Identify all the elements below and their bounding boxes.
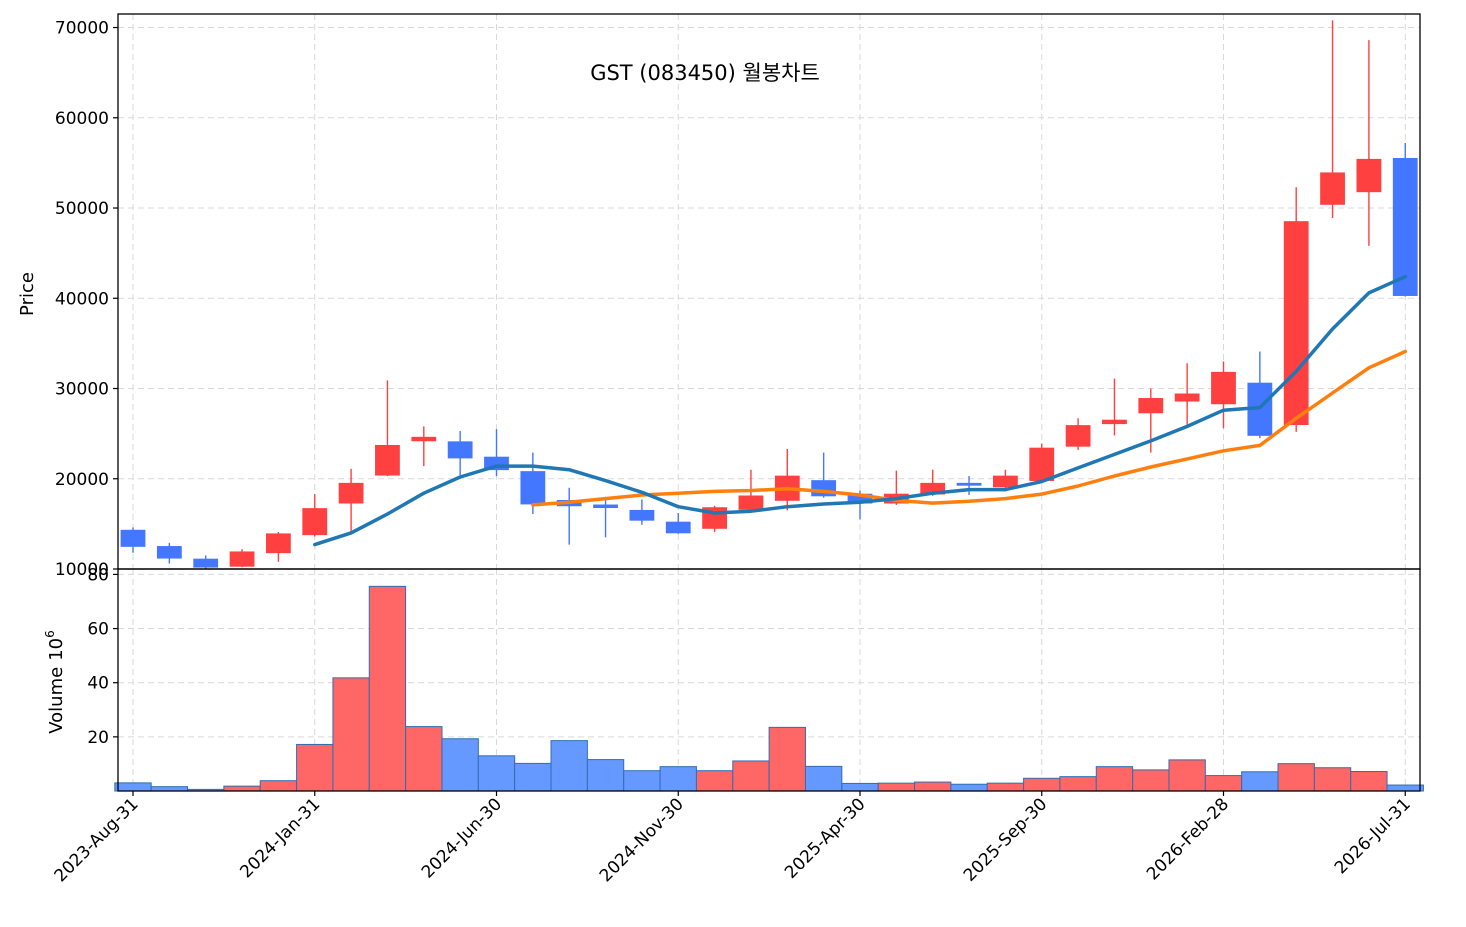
volume-tick-label: 80 — [87, 565, 109, 585]
volume-bar — [804, 765, 843, 792]
candle-body — [665, 521, 691, 534]
volume-bar — [223, 785, 261, 792]
chart-title: GST (083450) 월봉차트 — [590, 61, 820, 85]
volume-bar — [659, 766, 697, 792]
volume-bar — [623, 770, 661, 792]
volume-bar — [550, 740, 588, 792]
candle-body — [193, 558, 219, 568]
volume-bar — [1313, 767, 1352, 792]
volume-bar — [1277, 763, 1315, 792]
candle-body — [156, 546, 182, 559]
price-tick-label: 30000 — [55, 380, 109, 400]
volume-bar — [114, 782, 152, 792]
volume-bar — [259, 780, 298, 792]
candle-body — [302, 508, 328, 536]
volume-bar — [1241, 771, 1279, 792]
volume-bar — [1204, 775, 1243, 792]
volume-axis-label-text: Volume — [46, 667, 67, 734]
volume-bar — [1132, 769, 1170, 792]
candle-body — [1102, 419, 1127, 425]
volume-bar — [732, 760, 770, 792]
volume-bar — [1350, 771, 1388, 792]
price-axis-label: Price — [17, 272, 38, 316]
candle-body — [265, 533, 291, 554]
volume-bar — [586, 759, 625, 792]
price-axis-ticks: 10000 20000 30000 40000 50000 60000 70000 — [55, 19, 118, 580]
volume-bar — [768, 726, 806, 792]
moving-average-lines — [313, 274, 1408, 547]
candle-body — [738, 495, 764, 510]
price-tick-label: 70000 — [55, 19, 109, 39]
candle-body — [1356, 158, 1382, 193]
candle-body — [1283, 221, 1309, 426]
volume-bar — [441, 738, 479, 792]
volume-bar — [986, 782, 1025, 792]
candle-body — [1174, 393, 1200, 402]
volume-bar — [332, 677, 370, 792]
volume-axis-label-exponent: 6 — [43, 630, 57, 638]
volume-bar — [514, 762, 552, 792]
candle-body — [447, 441, 473, 459]
candle-body — [1065, 425, 1091, 447]
candle-body — [338, 482, 364, 504]
price-tick-label: 60000 — [55, 109, 109, 129]
candle-body — [411, 436, 437, 442]
volume-bars — [114, 585, 1424, 792]
volume-axis-ticks: 20 40 60 80 — [87, 565, 118, 748]
candle-body — [956, 482, 982, 486]
candle-body — [1138, 398, 1164, 414]
volume-bar — [695, 770, 734, 792]
price-tick-label: 10000 — [55, 560, 109, 580]
ma-long-line — [531, 349, 1408, 507]
price-tick-label: 40000 — [55, 289, 109, 309]
volume-bar — [477, 755, 516, 792]
volume-panel-frame — [117, 568, 1421, 792]
price-tick-label: 20000 — [55, 470, 109, 490]
volume-bar — [1023, 777, 1061, 792]
candle-body — [1211, 371, 1236, 405]
candle-body — [120, 529, 146, 547]
volume-bar — [1095, 766, 1134, 792]
volume-tick-label: 40 — [87, 674, 109, 694]
volume-axis-label: Volume 106 — [43, 630, 67, 734]
ma-short-line — [313, 274, 1408, 547]
price-tick-label: 50000 — [55, 199, 109, 219]
volume-bar — [1059, 776, 1097, 792]
volume-bar — [405, 726, 443, 792]
candle-body — [375, 444, 400, 476]
volume-tick-label: 60 — [87, 620, 109, 640]
volume-bar — [368, 585, 407, 792]
volume-axis-label-base: 10 — [46, 638, 67, 661]
candle-body — [629, 509, 655, 521]
candle-body — [520, 471, 546, 505]
candle-body — [1029, 447, 1055, 481]
candle-body — [229, 551, 255, 567]
volume-bar — [1386, 784, 1424, 792]
volume-bar — [841, 782, 879, 792]
volume-bar — [877, 782, 916, 792]
volume-bar — [914, 781, 952, 792]
volume-bar — [950, 783, 988, 792]
candle-body — [593, 504, 618, 509]
candle-body — [1392, 157, 1418, 296]
volume-bar — [1168, 759, 1206, 792]
candle-body — [993, 475, 1018, 488]
volume-tick-label: 20 — [87, 728, 109, 748]
volume-bar — [296, 743, 334, 792]
candle-body — [1320, 172, 1345, 205]
